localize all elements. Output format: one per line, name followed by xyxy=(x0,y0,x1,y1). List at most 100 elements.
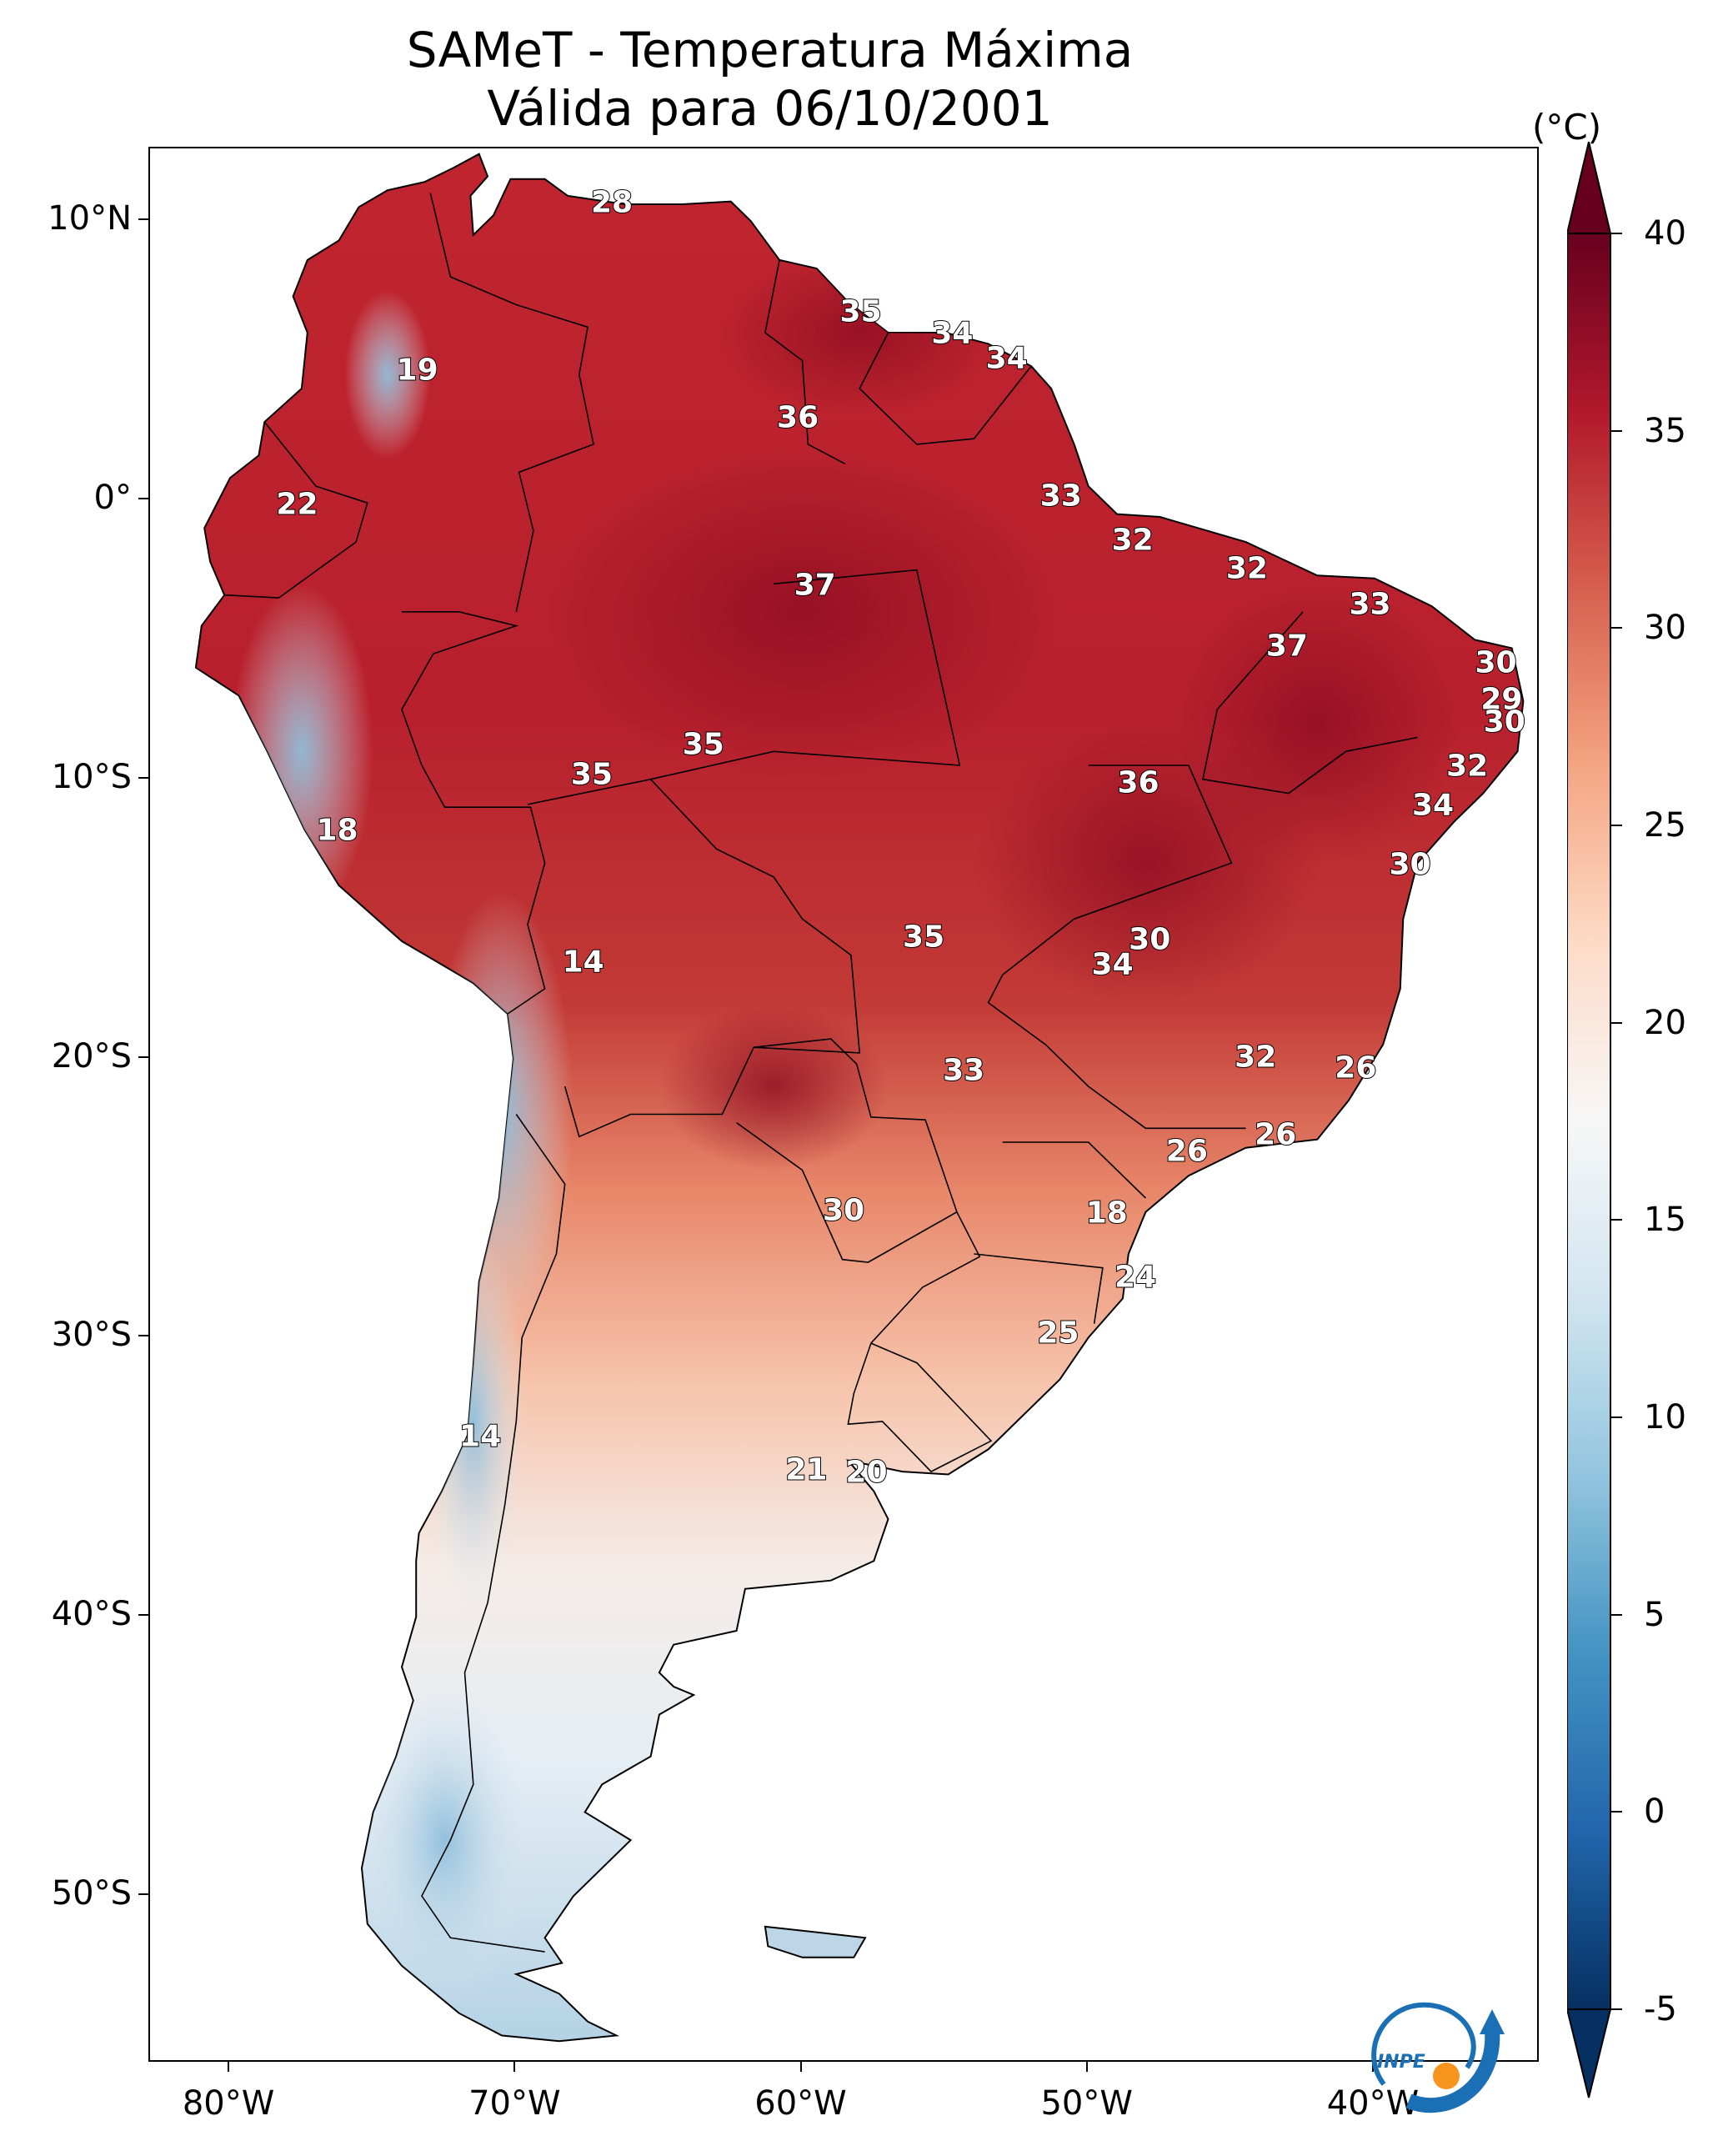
contour-label: 35 xyxy=(570,757,614,793)
contour-label: 14 xyxy=(458,1418,502,1454)
colorbar-tick-mark xyxy=(1610,825,1622,826)
contour-label: 30 xyxy=(822,1192,865,1228)
contour-label: 37 xyxy=(1265,629,1309,664)
hot-zone xyxy=(659,1002,889,1171)
lon-tick-label: 50°W xyxy=(1040,2084,1133,2123)
lat-tick-mark xyxy=(138,1335,148,1337)
contour-label: 33 xyxy=(1039,478,1083,514)
colorbar-tick-mark xyxy=(1610,1416,1622,1418)
contour-label: 34 xyxy=(1091,947,1134,983)
contour-label: 30 xyxy=(1483,704,1526,740)
colorbar-tick-mark xyxy=(1610,1219,1622,1221)
lon-tick-label: 60°W xyxy=(754,2084,847,2123)
contour-label: 20 xyxy=(844,1455,888,1491)
contour-label: 35 xyxy=(682,726,725,762)
contour-label: 32 xyxy=(1234,1039,1277,1075)
border-line xyxy=(870,1211,981,1344)
lat-tick-mark xyxy=(138,497,148,499)
colorbar-tick-mark xyxy=(1610,1021,1622,1024)
colorbar-tick-label: 15 xyxy=(1644,1201,1686,1240)
inpe-logo: INPE xyxy=(1371,2002,1505,2113)
falkland-islands xyxy=(764,1925,867,1958)
contour-label: 32 xyxy=(1445,749,1489,785)
hot-zone xyxy=(544,444,1060,780)
colorbar-tick-mark xyxy=(1610,627,1622,629)
lat-tick-label: 40°S xyxy=(51,1595,132,1634)
border-line xyxy=(974,1253,1104,1324)
hot-zone xyxy=(1174,584,1460,864)
colorbar xyxy=(1567,142,1612,2098)
colorbar-tick-label: 40 xyxy=(1644,214,1686,253)
colorbar-tick-label: 20 xyxy=(1644,1003,1686,1042)
contour-label: 26 xyxy=(1334,1050,1377,1086)
contour-label: 34 xyxy=(930,316,974,352)
colorbar-tick-label: 30 xyxy=(1644,609,1686,648)
contour-label: 34 xyxy=(1411,788,1455,824)
colorbar-tick-mark xyxy=(1610,233,1622,234)
colorbar-tick-mark xyxy=(1610,429,1622,432)
patagonia-cool-zone xyxy=(358,1672,531,2008)
contour-label: 18 xyxy=(1085,1196,1129,1231)
contour-label: 26 xyxy=(1165,1134,1209,1170)
contour-label: 28 xyxy=(590,184,634,220)
contour-label: 21 xyxy=(784,1452,828,1488)
contour-label: 25 xyxy=(1036,1316,1079,1351)
border-line xyxy=(401,611,519,766)
temperature-map xyxy=(194,153,1525,2043)
contour-label: 26 xyxy=(1254,1117,1297,1153)
lon-tick-mark xyxy=(513,2062,516,2072)
lon-tick-mark xyxy=(799,2062,802,2072)
colorbar-unit-label: (°C) xyxy=(1532,107,1602,148)
contour-label: 30 xyxy=(1388,846,1431,882)
border-line xyxy=(1002,1141,1146,1199)
logo-text: INPE xyxy=(1377,2052,1425,2073)
lat-tick-label: 20°S xyxy=(51,1036,132,1075)
lon-tick-label: 40°W xyxy=(1326,2084,1420,2123)
lat-tick-label: 30°S xyxy=(51,1316,132,1355)
contour-label: 14 xyxy=(562,944,605,980)
contour-label: 36 xyxy=(776,399,819,435)
contour-label: 30 xyxy=(1474,645,1517,681)
political-borders xyxy=(224,193,1418,1953)
andes-cool-zone xyxy=(344,290,431,459)
border-line xyxy=(847,1342,993,1473)
border-line xyxy=(987,765,1246,1130)
lat-tick-mark xyxy=(138,218,148,221)
andes-cool-zone xyxy=(230,584,373,920)
border-line xyxy=(421,765,546,1015)
contour-label: 19 xyxy=(396,352,439,388)
contour-label: 33 xyxy=(942,1053,985,1089)
contour-label: 24 xyxy=(1114,1260,1157,1296)
lat-tick-label: 50°S xyxy=(51,1874,132,1913)
lat-tick-mark xyxy=(138,776,148,779)
contour-label: 36 xyxy=(1116,765,1160,801)
contour-label: 37 xyxy=(794,567,837,603)
border-line xyxy=(421,1114,566,1953)
border-line xyxy=(764,259,846,465)
colorbar-tick-label: -5 xyxy=(1644,1990,1677,2028)
contour-label: 29 xyxy=(1480,681,1523,717)
colorbar-tick-label: 5 xyxy=(1644,1595,1665,1634)
lat-tick-mark xyxy=(138,1614,148,1617)
map-title-line1: SAMeT - Temperatura Máxima xyxy=(406,22,1134,78)
contour-label: 32 xyxy=(1111,523,1155,559)
colorbar-extend-min xyxy=(1567,2008,1612,2098)
contour-label: 22 xyxy=(275,486,318,522)
contour-label: 35 xyxy=(839,293,883,329)
colorbar-tick-label: 35 xyxy=(1644,411,1686,450)
border-line xyxy=(736,1038,958,1263)
map-panel xyxy=(148,147,1539,2062)
colorbar-tick-mark xyxy=(1610,2008,1622,2010)
lon-tick-label: 80°W xyxy=(182,2084,275,2123)
lon-tick-label: 70°W xyxy=(468,2084,561,2123)
contour-label: 30 xyxy=(1128,921,1171,957)
lat-tick-mark xyxy=(138,1055,148,1058)
lat-tick-label: 10°N xyxy=(48,199,132,238)
contour-label: 34 xyxy=(985,341,1029,377)
colorbar-tick-label: 25 xyxy=(1644,806,1686,845)
border-line xyxy=(224,421,368,599)
contour-label: 18 xyxy=(315,813,358,849)
contour-label: 33 xyxy=(1348,587,1391,623)
contour-label: 32 xyxy=(1225,550,1269,586)
lat-tick-label: 0° xyxy=(93,478,132,517)
